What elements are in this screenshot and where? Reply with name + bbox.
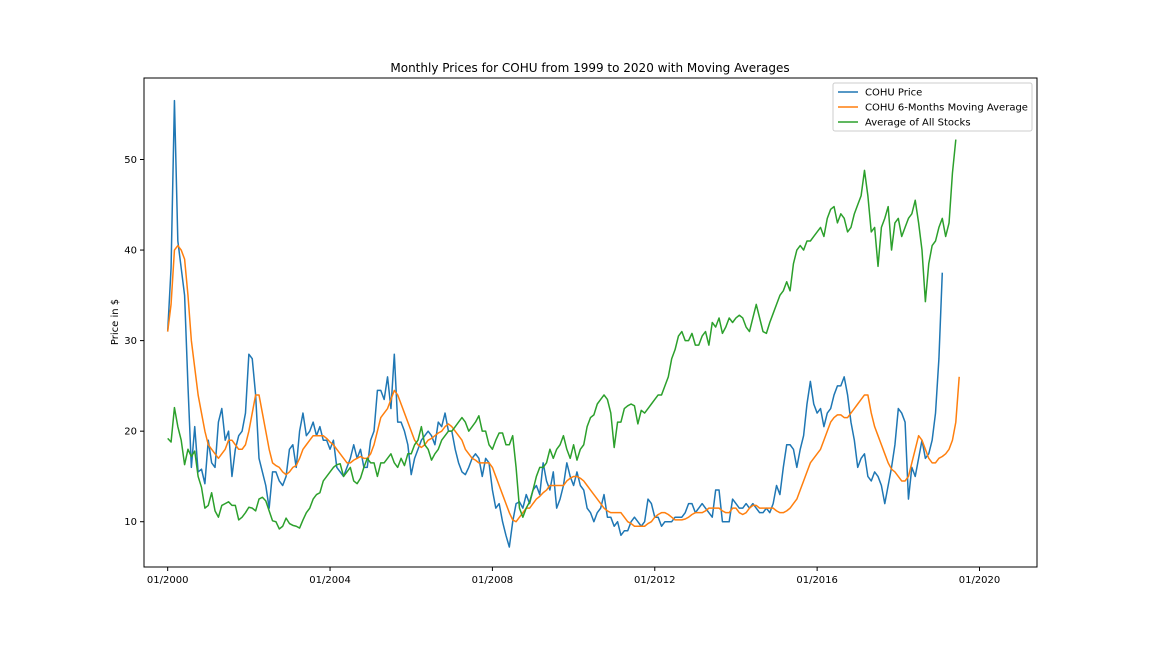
series-line-0: [166, 99, 944, 548]
x-tick-label: 01/2016: [796, 575, 838, 586]
plot-frame: [143, 77, 1038, 568]
series-line-1: [166, 244, 960, 527]
legend-label: COHU Price: [865, 88, 922, 99]
x-tick-label: 01/2004: [309, 575, 351, 586]
legend-box: [832, 82, 1033, 132]
series-lines: [166, 99, 960, 548]
series-line-2: [167, 139, 957, 530]
y-axis: 10 20 30 40 50: [124, 155, 144, 528]
legend: COHU Price COHU 6-Months Moving Average Av…: [832, 82, 1033, 132]
y-tick-label: 50: [124, 155, 137, 166]
x-tick-label: 01/2012: [634, 575, 676, 586]
x-tick-label: 01/2000: [147, 575, 189, 586]
y-tick-label: 40: [124, 246, 137, 257]
legend-label: COHU 6-Months Moving Average: [865, 103, 1028, 114]
x-tick-label: 01/2008: [472, 575, 514, 586]
legend-label: Average of All Stocks: [865, 118, 971, 129]
y-tick-label: 10: [124, 517, 137, 528]
x-axis: 01/2000 01/2004 01/2008 01/2012 01/2016 01/20…: [147, 567, 1000, 586]
y-tick-label: 30: [124, 336, 137, 347]
chart-title: Monthly Prices for COHU from 1999 to 202…: [390, 61, 789, 75]
y-axis-label: Price in $: [110, 299, 121, 345]
x-tick-label: 01/2020: [959, 575, 1001, 586]
y-tick-label: 20: [124, 427, 137, 438]
plot-area: [143, 77, 1038, 568]
